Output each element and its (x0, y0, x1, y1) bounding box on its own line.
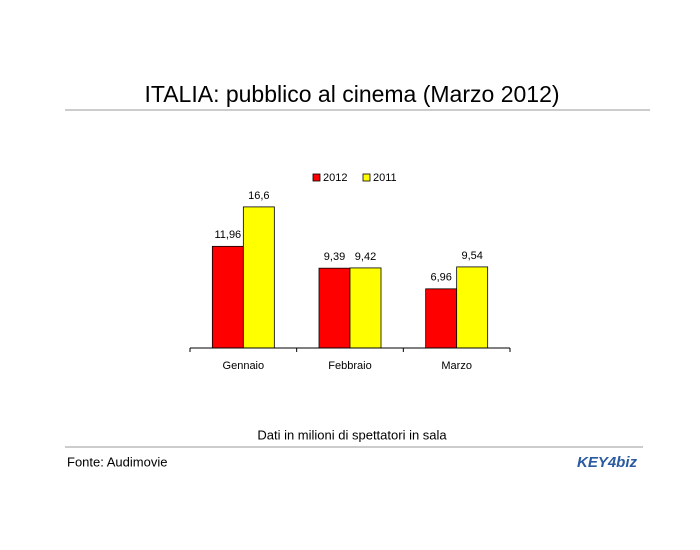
legend-label: 2012 (323, 172, 347, 184)
bar (456, 266, 489, 349)
data-label: 9,54 (461, 250, 482, 262)
legend-swatch (312, 173, 321, 182)
chart-title: ITALIA: pubblico al cinema (Marzo 2012) (144, 81, 559, 107)
x-tick-label: Febbraio (328, 360, 371, 372)
bar (318, 267, 351, 349)
bar (242, 206, 275, 349)
legend-label: 2011 (373, 172, 397, 184)
legend-swatch (362, 173, 371, 182)
x-tick-label: Gennaio (223, 360, 265, 372)
data-label: 16,6 (248, 190, 269, 202)
logo: KEY4biz (577, 454, 638, 471)
data-label: 9,39 (324, 251, 345, 263)
chart-subtitle: Dati in milioni di spettatori in sala (257, 427, 447, 442)
source: Fonte: Audimovie (67, 454, 167, 469)
data-label: 9,42 (355, 251, 376, 263)
x-tick-label: Marzo (441, 360, 472, 372)
data-label: 6,96 (430, 272, 451, 284)
bar (211, 245, 244, 349)
data-label: 11,96 (214, 229, 241, 241)
bar (425, 288, 458, 349)
bar (349, 267, 382, 349)
